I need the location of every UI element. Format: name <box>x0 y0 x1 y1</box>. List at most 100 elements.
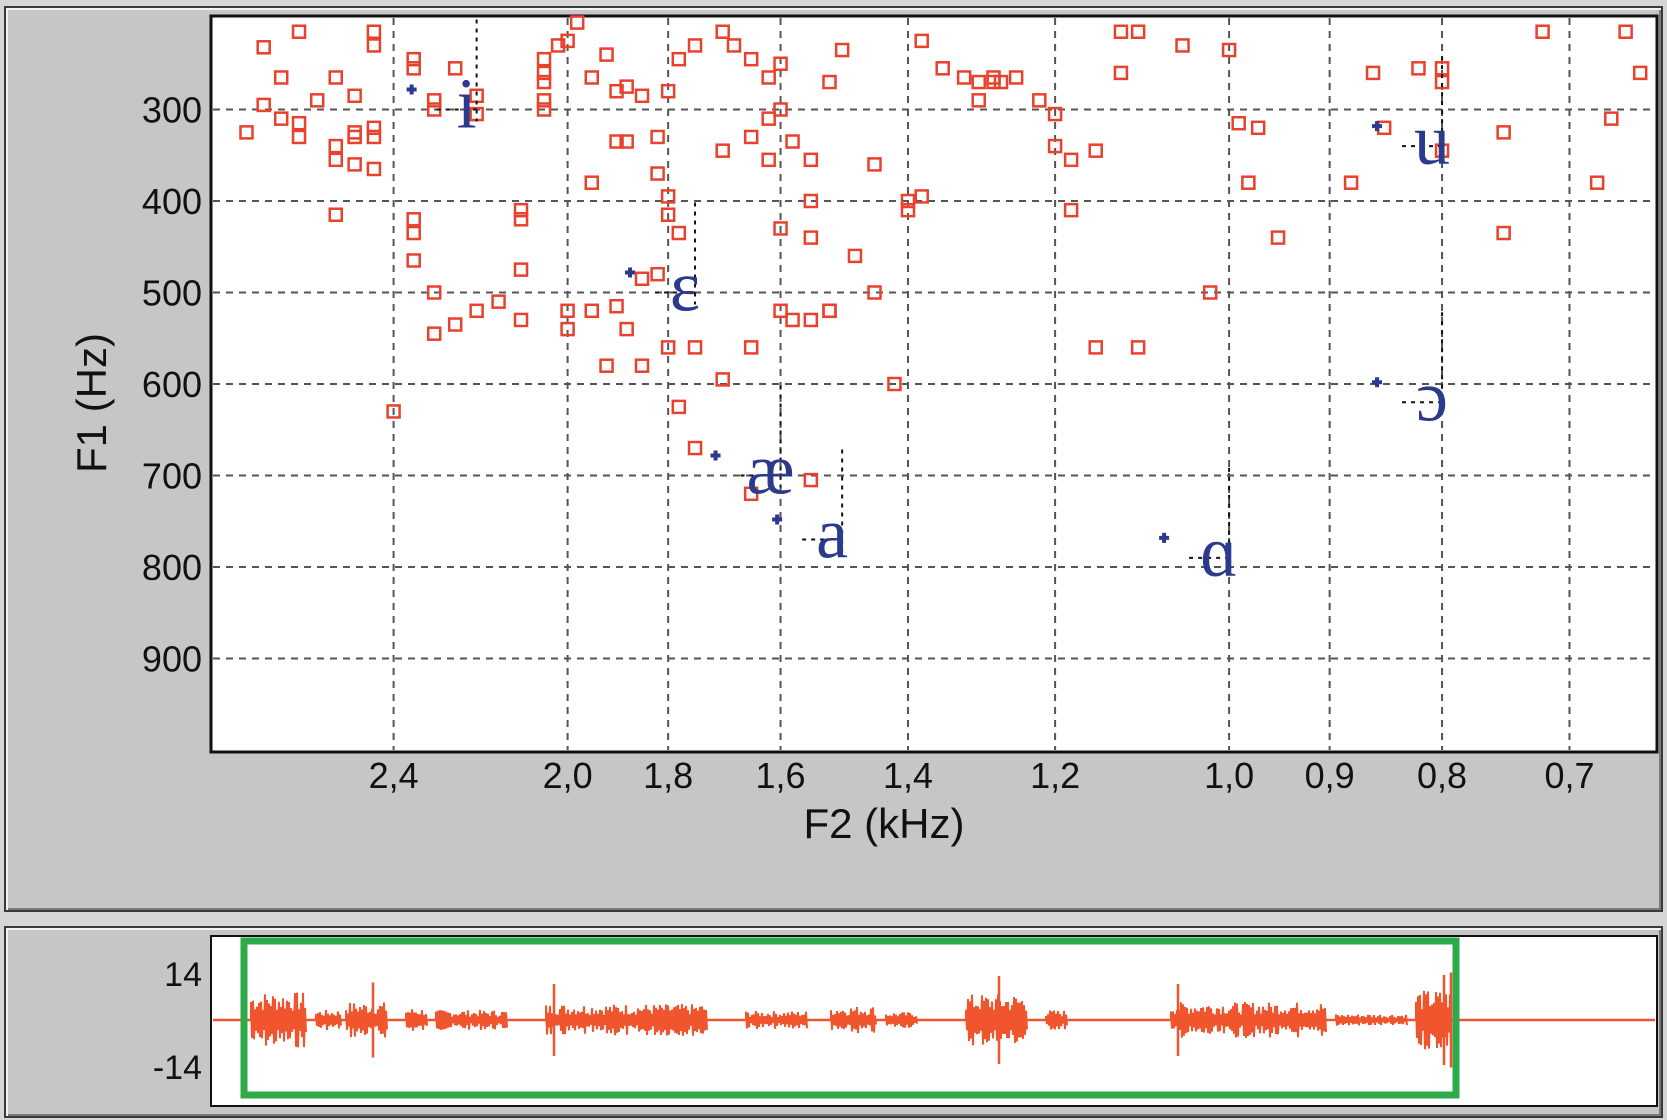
vowel-marker: ɔ <box>1372 312 1448 436</box>
formant-point <box>1604 111 1619 126</box>
formant-point <box>491 294 506 309</box>
formant-point <box>914 189 929 204</box>
formant-point <box>560 303 575 319</box>
waveform-burst <box>1170 1002 1327 1038</box>
x-axis-title: F2 (kHz) <box>804 800 965 847</box>
waveform-burst <box>435 1009 508 1030</box>
formant-point <box>761 70 776 85</box>
y-tick-label: 500 <box>142 273 202 314</box>
formant-point <box>650 166 665 181</box>
formant-point <box>406 61 421 76</box>
formant-point <box>1032 93 1047 108</box>
formant-point <box>619 321 634 337</box>
formant-point <box>426 93 442 108</box>
x-tick-label: 0,8 <box>1417 755 1467 796</box>
formant-point <box>550 38 566 53</box>
formant-point <box>900 193 916 209</box>
formant-point <box>513 262 529 277</box>
formant-point <box>291 129 307 145</box>
formant-point <box>536 74 552 90</box>
vowel-marker: æ <box>710 385 795 510</box>
waveform-burst <box>250 992 307 1048</box>
formant-point <box>1589 175 1605 190</box>
formant-point <box>406 225 421 241</box>
formant-point <box>599 47 614 62</box>
formant-point <box>822 74 837 90</box>
formant-point <box>773 221 788 236</box>
y-tick-labels: 300 400 500 600 700 800 900 <box>142 90 202 680</box>
formant-point <box>1047 106 1063 122</box>
y-tick-label: 600 <box>142 364 202 405</box>
formant-point <box>1088 143 1103 158</box>
vowel-cursor-icon <box>406 84 417 95</box>
x-tick-label: 1,8 <box>643 755 693 796</box>
formant-point <box>687 440 703 456</box>
formant-point <box>447 61 463 76</box>
formant-point <box>634 88 650 104</box>
waveform-view[interactable]: 14 -14 <box>6 928 1661 1116</box>
formant-point <box>406 51 421 67</box>
vowel-symbol: æ <box>747 430 795 510</box>
vowel-cursor-icon <box>772 514 783 525</box>
formant-point <box>726 38 742 53</box>
vowel-cursor-icon <box>625 267 636 278</box>
formant-point <box>715 24 730 39</box>
formant-point <box>273 70 289 85</box>
formant-point <box>1063 152 1079 168</box>
x-tick-labels: 2,4 2,0 1,8 1,6 1,4 1,2 1,0 0,9 0,8 0,7 <box>369 755 1595 796</box>
formant-point <box>347 88 362 104</box>
vowel-cursor-icon <box>1372 377 1383 388</box>
waveform-burst <box>885 1012 918 1028</box>
formant-point <box>536 93 552 108</box>
formant-point <box>650 266 665 282</box>
formant-point <box>347 125 362 140</box>
y-axis-title: F1 (Hz) <box>68 333 115 473</box>
y-tick-label: 300 <box>142 90 202 131</box>
formant-point <box>993 74 1009 90</box>
formant-point <box>634 271 650 287</box>
formant-point <box>1175 38 1190 53</box>
formant-point <box>743 51 759 67</box>
formant-point <box>773 102 788 117</box>
formant-point <box>513 212 529 227</box>
formant-point <box>887 376 902 392</box>
formant-point <box>1365 65 1381 81</box>
formant-point <box>803 230 819 245</box>
formant-point <box>785 312 800 328</box>
formant-point <box>867 157 882 172</box>
formant-point <box>469 303 484 319</box>
formant-point <box>743 340 759 355</box>
vowel-marker: u <box>1372 56 1450 180</box>
x-tick-label: 1,4 <box>883 755 933 796</box>
formant-point <box>715 143 730 158</box>
waveform-min-label: -14 <box>153 1049 202 1087</box>
formant-chart[interactable]: i ɛ æa ɑ ɔ u 300 400 500 600 700 800 900 2,4 2,0 1,8 1… <box>6 8 1661 910</box>
y-tick-label: 900 <box>142 639 202 680</box>
formant-point <box>599 358 614 373</box>
formant-point <box>1618 24 1633 39</box>
formant-point <box>803 152 819 168</box>
formant-point <box>328 138 343 154</box>
x-tick-label: 1,2 <box>1030 755 1080 796</box>
formant-point <box>660 83 676 99</box>
vowel-marker: a <box>772 449 848 574</box>
waveform-burst <box>965 994 1028 1046</box>
vowel-marker: i <box>406 19 482 144</box>
x-tick-label: 0,7 <box>1544 755 1594 796</box>
formant-point <box>366 120 382 136</box>
formant-point <box>1535 24 1550 39</box>
formant-point <box>1202 285 1218 300</box>
formant-point <box>743 486 759 502</box>
formant-point <box>619 134 634 149</box>
formant-point <box>328 70 343 85</box>
selection-box[interactable] <box>240 937 1460 1099</box>
x-tick-label: 1,0 <box>1204 755 1254 796</box>
horizontal-gridlines <box>213 108 1655 660</box>
vowel-cursor-icon <box>710 450 721 461</box>
formant-point <box>569 15 585 30</box>
formant-point <box>609 298 624 314</box>
waveform-signal <box>250 972 1453 1068</box>
formant-point <box>1270 230 1286 245</box>
vowel-symbol: a <box>816 494 848 574</box>
formant-point <box>536 51 552 67</box>
